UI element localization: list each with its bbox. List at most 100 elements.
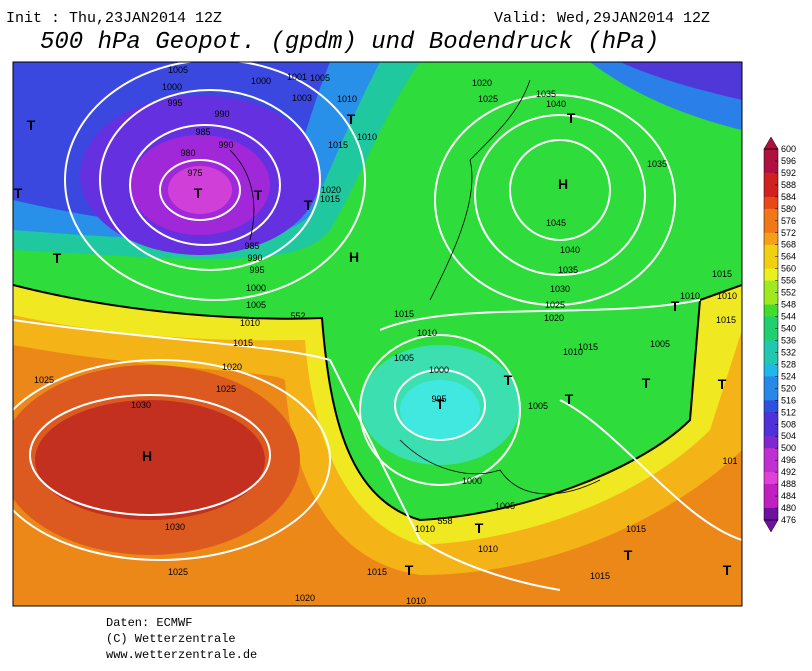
colorbar-tick-label: 484 [781, 491, 796, 501]
colorbar-tick-label: 588 [781, 180, 796, 190]
colorbar-swatch [764, 232, 778, 246]
pressure-center: T [718, 376, 727, 392]
colorbar-tick-label: 584 [781, 192, 796, 202]
colorbar-swatch [764, 448, 778, 461]
colorbar-swatch [764, 472, 778, 485]
footer-source: Daten: ECMWF [106, 616, 192, 630]
colorbar-swatch [764, 340, 778, 353]
colorbar-tick-label: 492 [781, 467, 796, 477]
colorbar-tick-label: 516 [781, 395, 796, 405]
isobar-label: 1005 [650, 339, 670, 349]
isobar-label: 995 [249, 265, 264, 275]
pressure-center: T [14, 185, 23, 201]
isobar-label: 1015 [712, 269, 732, 279]
isobar-label: 995 [167, 98, 182, 108]
colorbar-tick-label: 540 [781, 324, 796, 334]
map-labels: 1005 1000 995 990 985 990 980 975 T T T T T 985 990 995… [14, 65, 738, 606]
colorbar-tick-label: 532 [781, 347, 796, 357]
isobar-label: 985 [195, 127, 210, 137]
colorbar-swatch [764, 496, 778, 509]
colorbar-tick-label: 496 [781, 455, 796, 465]
isobar-label: 1010 [240, 318, 260, 328]
isobar-label: 1000 [246, 283, 266, 293]
pressure-center: H [142, 448, 152, 464]
colorbar-tick-label: 488 [781, 479, 796, 489]
colorbar-swatch [764, 352, 778, 365]
isobar-label: 1010 [680, 291, 700, 301]
colorbar-swatch [764, 376, 778, 389]
isobar-label: 1015 [328, 140, 348, 150]
colorbar-swatch [764, 256, 778, 270]
isobar-label: 1035 [647, 159, 667, 169]
colorbar-tick-label: 580 [781, 204, 796, 214]
colorbar-tick-label: 500 [781, 443, 796, 453]
isobar-label: 1015 [394, 309, 414, 319]
isobar-label: 1015 [367, 567, 387, 577]
isobar-label: 1020 [222, 362, 242, 372]
colorbar-swatch [764, 304, 778, 318]
isobar-label: 1010 [357, 132, 377, 142]
colorbar-swatch [764, 328, 778, 341]
pressure-center: T [436, 396, 445, 412]
colorbar-tick-label: 548 [781, 300, 796, 310]
pressure-center: T [405, 562, 414, 578]
colorbar-tick-label: 504 [781, 431, 796, 441]
pressure-center: T [27, 117, 36, 133]
colorbar-tick-label: 556 [781, 276, 796, 286]
isobar-label: 1005 [168, 65, 188, 75]
isobar-label: 1010 [415, 524, 435, 534]
isobar-label: 1025 [34, 375, 54, 385]
isobar-label: 101 [722, 456, 737, 466]
colorbar-swatch [764, 244, 778, 258]
colorbar-swatch [764, 268, 778, 282]
isobar-label: 552 [290, 311, 305, 321]
isobar-label: 1015 [590, 571, 610, 581]
pressure-center: T [624, 547, 633, 563]
isobar-label: 1010 [717, 291, 737, 301]
isobar-label: 1010 [478, 544, 498, 554]
colorbar-swatch [764, 220, 778, 234]
colorbar-tick-label: 544 [781, 312, 796, 322]
isobar-label: 1001 [287, 72, 307, 82]
isobar-label: 1015 [578, 342, 598, 352]
isobar-label: 1000 [162, 82, 182, 92]
colorbar-swatch [764, 149, 778, 162]
isobar-label: 1010 [417, 328, 437, 338]
colorbar-tick-label: 576 [781, 216, 796, 226]
isobar-label: 1035 [536, 89, 556, 99]
isobar-label: 1010 [337, 94, 357, 104]
colorbar-tick-label: 524 [781, 371, 796, 381]
isobar-label: 1030 [131, 400, 151, 410]
isobar-label: 1025 [216, 384, 236, 394]
colorbar-swatch [764, 364, 778, 377]
colorbar: 600 596 592 588 584 580 576 572 568 564 560 556 552 5… [763, 136, 796, 533]
map-field [13, 62, 742, 606]
colorbar-tick-label: 520 [781, 383, 796, 393]
map-title: 500 hPa Geopot. (gpdm) und Bodendruck (h… [40, 29, 659, 56]
colorbar-swatch [764, 292, 778, 306]
isobar-label: 1015 [320, 194, 340, 204]
footer-url: www.wetterzentrale.de [106, 648, 257, 662]
isobar-label: 1025 [168, 567, 188, 577]
pressure-center: T [194, 185, 203, 201]
colorbar-swatch [764, 400, 778, 413]
colorbar-swatch [764, 280, 778, 294]
colorbar-swatch [764, 196, 778, 210]
colorbar-swatch [764, 412, 778, 425]
colorbar-swatch [764, 208, 778, 222]
isobar-label: 1000 [251, 76, 271, 86]
isobar-label: 1015 [716, 315, 736, 325]
init-time: Init : Thu,23JAN2014 12Z [6, 10, 222, 27]
isobar-label: 1025 [478, 94, 498, 104]
colorbar-tick-label: 528 [781, 359, 796, 369]
pressure-center: T [642, 375, 651, 391]
colorbar-swatch [764, 436, 778, 449]
pressure-center: T [565, 391, 574, 407]
valid-time: Valid: Wed,29JAN2014 12Z [494, 10, 710, 27]
isobar-label: 1020 [544, 313, 564, 323]
isobar-label: 1015 [233, 338, 253, 348]
colorbar-tick-label: 480 [781, 503, 796, 513]
isobar-label: 1015 [626, 524, 646, 534]
colorbar-swatch [764, 484, 778, 497]
